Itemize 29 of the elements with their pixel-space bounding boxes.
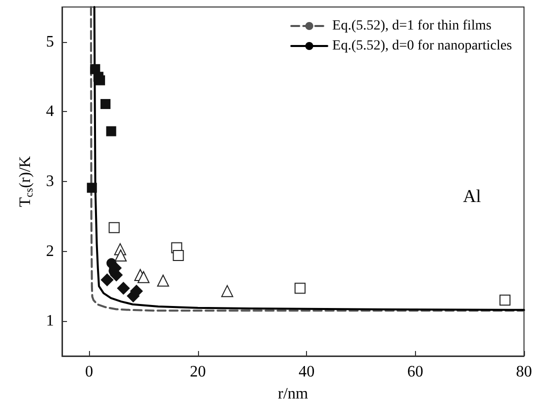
point bbox=[116, 282, 130, 295]
point bbox=[499, 294, 510, 306]
point bbox=[95, 75, 106, 86]
y-tick-label: 2 bbox=[46, 242, 54, 260]
legend-label: Eq.(5.52), d=1 for thin films bbox=[332, 18, 492, 34]
point bbox=[108, 222, 120, 234]
y-tick-label: 4 bbox=[46, 103, 54, 120]
x-tick-label: 60 bbox=[407, 364, 424, 380]
point bbox=[114, 249, 127, 262]
y-axis-title: Tcs(r)/K bbox=[17, 156, 36, 207]
x-axis-title: r/nm bbox=[278, 386, 309, 402]
x-tick-label: 20 bbox=[190, 364, 206, 380]
annotation: Al bbox=[463, 186, 481, 206]
y-tick-label: 3 bbox=[46, 173, 54, 190]
point bbox=[172, 250, 184, 261]
y-tick-label: 5 bbox=[46, 33, 54, 50]
point bbox=[106, 126, 116, 136]
x-tick-label: 0 bbox=[85, 364, 94, 380]
x-tick-label: 80 bbox=[516, 364, 532, 380]
point bbox=[100, 273, 114, 286]
legend-label: Eq.(5.52), d=0 for nanoparticles bbox=[332, 38, 512, 54]
point bbox=[86, 182, 97, 193]
point bbox=[157, 274, 170, 287]
point bbox=[221, 285, 234, 298]
point bbox=[294, 282, 306, 294]
x-tick-label: 40 bbox=[298, 364, 315, 380]
point bbox=[138, 271, 150, 284]
y-tick-label: 1 bbox=[46, 312, 54, 330]
point bbox=[100, 99, 110, 110]
